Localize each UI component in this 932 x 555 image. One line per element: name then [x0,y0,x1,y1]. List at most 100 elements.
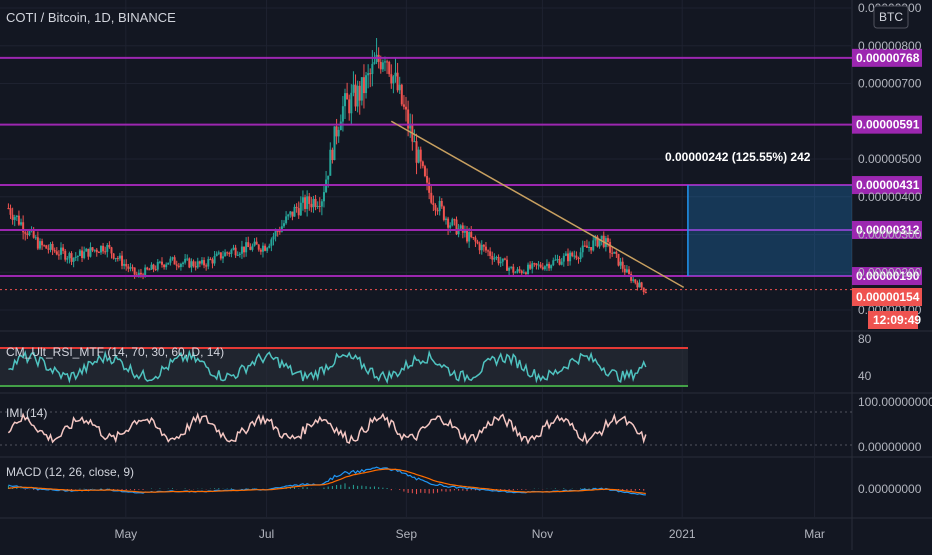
level-badge-2 [852,176,922,195]
candle-body [148,269,151,271]
candle-body [575,255,578,259]
candle-body [316,205,319,207]
candle-body [466,230,469,242]
trendline[interactable] [390,120,685,289]
candle-body [567,253,569,262]
candle-body [129,267,132,269]
imi-label[interactable]: IMI (14) [6,406,47,420]
candle-body [81,250,84,259]
candle-body [600,235,603,240]
candle-body [230,249,233,254]
candle-body [348,99,351,114]
candle-body [78,250,81,256]
candle-body [276,230,279,232]
candle-body [592,240,595,251]
candle-body [381,62,384,70]
measure-box[interactable] [687,185,852,277]
candle-body [295,206,298,209]
candle-body [74,256,77,258]
candle-body [449,225,452,228]
candle-body [137,272,140,276]
candle-body [379,61,382,70]
candle-body [596,236,599,247]
candle-body [341,106,344,122]
candle-body [621,261,624,269]
candle-body [432,202,435,206]
price-tick-label: 0.00000300 [858,228,922,242]
macd-pane[interactable] [7,466,646,496]
candle-body [598,239,601,247]
candle-body [226,252,229,254]
candle-body [499,261,502,264]
candle-body [47,248,50,250]
candle-body [386,61,389,63]
candle-body [95,249,98,253]
level-badge-0 [852,48,922,67]
imi-pane[interactable] [0,411,852,446]
candle-body [434,205,437,211]
candle-body [472,237,475,239]
last-price-value: 0.00000154 [856,290,920,304]
currency-button[interactable]: BTC [873,5,909,29]
candle-body [41,241,44,246]
candle-body [200,260,203,264]
candle-body [554,259,557,261]
candle-body [436,210,439,212]
candle-body [396,72,399,91]
candle-body [423,166,426,177]
candle-body [346,93,349,100]
candle-body [219,252,222,259]
rsi-pane[interactable] [0,347,688,387]
candle-body [390,74,393,84]
candle-body [344,93,347,107]
rsi-label[interactable]: CM_Ult_RSI_MTF (14, 70, 30, 60, D, 14) [6,345,224,359]
candle-body [505,259,508,271]
candle-body [32,229,35,238]
candle-body [118,255,121,259]
candle-body [642,287,645,293]
macd-label[interactable]: MACD (12, 26, close, 9) [6,465,134,479]
candle-body [548,263,551,269]
candle-body [24,232,27,234]
candle-body [268,245,271,248]
candle-body [543,266,546,270]
candle-body [169,258,172,263]
candle-body [152,264,155,270]
candle-body [367,73,370,76]
candle-body [72,257,75,262]
candle-body [255,241,258,245]
candle-body [22,222,25,233]
candle-body [501,258,504,262]
candle-body [57,254,60,256]
candle-body [64,250,67,260]
candle-body [537,264,540,266]
candle-body [638,282,641,288]
candle-body [66,258,69,260]
candle-body [421,161,424,167]
candle-body [287,214,290,217]
candle-body [20,222,23,225]
candle-body [419,149,422,162]
candle-body [245,242,248,253]
overlay-layer: 0.00000768 0.00000591 0.00000431 0.00000312… [0,48,922,291]
candle-body [133,267,136,275]
candle-body [533,263,536,265]
candle-body [392,76,395,84]
candle-body [531,263,534,269]
candle-body [535,263,538,266]
x-tick-label-2021: 2021 [669,527,696,541]
candle-body [207,259,210,267]
candle-body [68,253,71,259]
candle-body [104,251,107,253]
candle-body [215,253,218,256]
candle-body [558,259,561,265]
candle-body [322,192,325,202]
candle-body [238,253,241,255]
candle-body [186,258,189,260]
candle-body [272,236,275,240]
chart-title: COTI / Bitcoin, 1D, BINANCE [6,10,176,25]
candle-body [484,246,487,251]
candle-body [453,219,456,221]
candle-body [630,273,633,281]
